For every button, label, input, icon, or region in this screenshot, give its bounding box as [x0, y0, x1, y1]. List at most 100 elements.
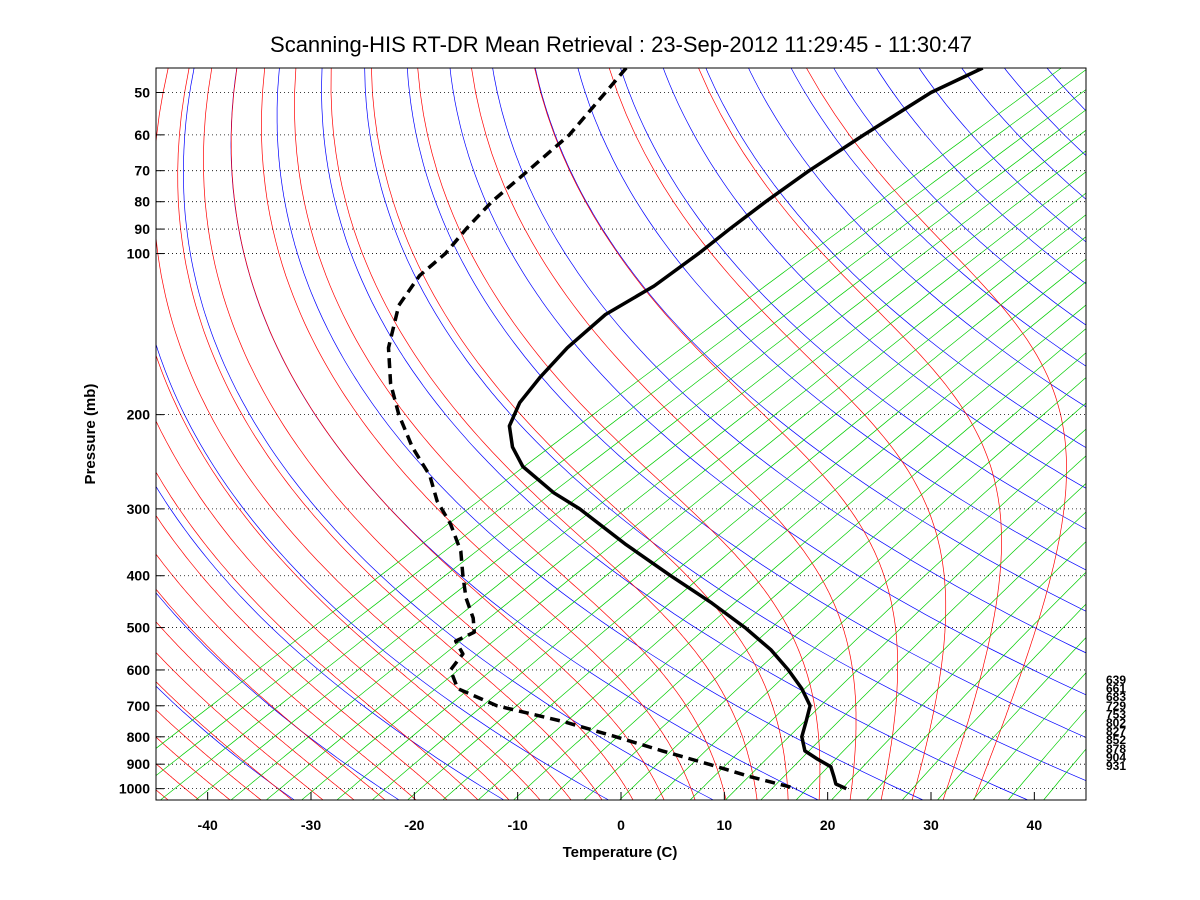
x-tick-label-4: 0 [617, 817, 625, 833]
mixing-ratio-line-21 [831, 541, 1086, 800]
moist-adiabat-8 [156, 588, 386, 800]
dry-adiabat-8 [364, 68, 1086, 781]
mixing-ratio-line-18 [725, 455, 1086, 800]
y-axis-label: Pressure (mb) [82, 384, 99, 485]
right-label-0: 639 [1106, 673, 1126, 687]
y-axis: 50 60 70 80 90 100 200 300 400 500 600 700 800 900 100… [119, 84, 164, 797]
mixing-ratio-line-4 [230, 129, 1086, 800]
x-tick-label-7: 30 [923, 817, 939, 833]
moist-adiabat-27 [806, 68, 1067, 800]
mixing-ratio-line-10 [442, 258, 1086, 800]
x-tick-label-0: -40 [198, 817, 218, 833]
dry-adiabat-16 [705, 68, 1086, 449]
y-tick-label-0: 50 [134, 84, 150, 100]
dry-adiabat-3 [156, 343, 609, 800]
x-tick-label-6: 20 [820, 817, 836, 833]
mixing-ratio-line-5 [266, 150, 1086, 800]
moist-adiabat-24 [534, 68, 898, 800]
dry-adiabat-15 [662, 68, 1086, 489]
x-axis: -40 -30 -20 -10 0 10 20 30 40 [198, 792, 1043, 833]
dry-adiabat-13 [577, 68, 1086, 571]
moist-adiabat-15 [177, 68, 603, 800]
y-tick-label-8: 400 [127, 568, 151, 584]
dry-adiabat-20 [876, 68, 1086, 285]
moist-adiabat-10 [156, 514, 448, 800]
dry-adiabat-22 [961, 68, 1086, 200]
y-tick-label-3: 80 [134, 194, 150, 210]
x-tick-label-3: -10 [508, 817, 528, 833]
moist-adiabat-4 [156, 709, 262, 800]
moist-adiabat-13 [156, 354, 541, 800]
y-tick-label-12: 800 [127, 729, 151, 745]
dry-adiabat-6 [276, 68, 924, 800]
dry-adiabat-12 [534, 68, 1086, 612]
moist-adiabat-23 [471, 68, 857, 800]
mixing-ratio-line-13 [548, 328, 1086, 800]
right-label-5: 802 [1106, 716, 1126, 730]
right-label-10: 931 [1106, 759, 1126, 773]
y-tick-label-10: 600 [127, 662, 151, 678]
right-label-9: 904 [1106, 750, 1126, 764]
moist-adiabat-26 [698, 68, 1002, 800]
mixing-ratio-line-14 [583, 352, 1086, 800]
y-tick-label-2: 70 [134, 163, 150, 179]
dry-adiabat-10 [449, 68, 1086, 696]
mixing-ratio-line-7 [336, 192, 1086, 800]
right-label-8: 878 [1106, 742, 1126, 756]
right-label-2: 683 [1106, 690, 1126, 704]
moist-adiabat-14 [156, 68, 572, 800]
thermo-background-lines [156, 68, 1086, 800]
moist-adiabat-19 [294, 68, 727, 800]
dry-adiabat-11 [492, 68, 1086, 654]
y-tick-label-11: 700 [127, 698, 151, 714]
moist-adiabat-25 [608, 68, 947, 800]
moist-adiabat-12 [156, 420, 510, 800]
moist-adiabat-6 [156, 651, 324, 800]
dry-adiabat-17 [748, 68, 1086, 408]
moist-adiabat-3 [156, 736, 231, 800]
moist-adiabat-7 [156, 621, 355, 800]
right-label-1: 661 [1106, 682, 1126, 696]
mixing-ratio-line-19 [760, 482, 1086, 800]
mixing-ratio-line-25 [972, 672, 1086, 800]
y-tick-label-14: 1000 [119, 781, 150, 797]
dry-adiabat-4 [183, 68, 714, 800]
x-tick-label-2: -20 [404, 817, 424, 833]
moist-adiabat-16 [203, 68, 634, 800]
right-label-3: 729 [1106, 699, 1126, 713]
dry-adiabat-1 [156, 592, 400, 800]
mixing-ratio-line-2 [160, 89, 1086, 800]
dry-adiabat-18 [790, 68, 1086, 367]
moist-adiabat-18 [261, 68, 696, 800]
right-label-7: 852 [1106, 733, 1126, 747]
mixing-ratio-line-9 [407, 236, 1086, 800]
mixing-ratio-line-22 [866, 571, 1086, 800]
temperature-profile [507, 68, 984, 791]
dry-adiabat-14 [620, 68, 1086, 530]
x-axis-label: Temperature (C) [563, 844, 678, 861]
mixing-ratio-line-8 [371, 214, 1086, 800]
y-tick-label-7: 300 [127, 501, 151, 517]
x-tick-label-1: -30 [301, 817, 321, 833]
moist-adiabat-20 [330, 68, 758, 800]
y-tick-label-1: 60 [134, 127, 150, 143]
x-tick-label-5: 10 [717, 817, 733, 833]
y-tick-label-5: 100 [127, 246, 151, 262]
mixing-ratio-line-24 [937, 637, 1086, 800]
dewpoint-profile [386, 68, 798, 791]
mixing-ratio-line-3 [195, 109, 1086, 800]
moist-adiabat-21 [371, 68, 789, 800]
dry-adiabat-7 [321, 68, 1028, 800]
y-tick-label-9: 500 [127, 620, 151, 636]
mixing-ratio-line-0 [156, 68, 1062, 749]
right-label-6: 827 [1106, 725, 1126, 739]
mixing-ratio-line-16 [654, 402, 1086, 800]
dry-adiabat-21 [918, 68, 1086, 243]
y-tick-label-13: 900 [127, 756, 151, 772]
y-tick-label-4: 90 [134, 221, 150, 237]
chart-title: Scanning-HIS RT-DR Mean Retrieval : 23-S… [270, 32, 972, 57]
dry-adiabat-9 [406, 68, 1086, 738]
x-tick-label-8: 40 [1027, 817, 1043, 833]
mixing-ratio-line-17 [689, 428, 1086, 800]
